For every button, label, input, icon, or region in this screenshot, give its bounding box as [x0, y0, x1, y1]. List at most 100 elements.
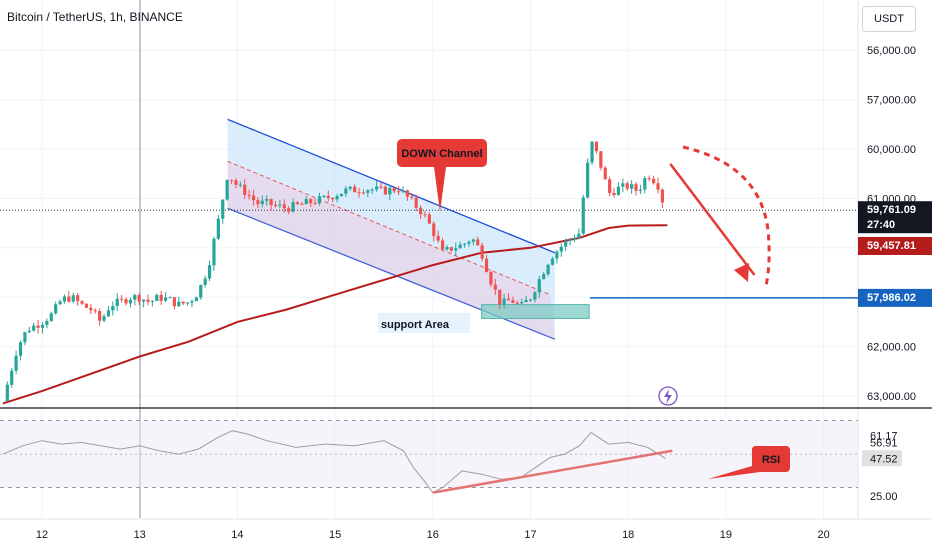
candle-body	[278, 204, 282, 206]
rsi-value-tag-bg	[862, 450, 902, 467]
candle-body	[568, 239, 572, 241]
rsi-axis-label: 56.91	[870, 438, 898, 450]
candle-body	[331, 198, 335, 200]
candle-body	[542, 274, 546, 280]
moving-average-line	[2, 224, 668, 405]
down-channel-callout[interactable]	[397, 139, 487, 212]
rsi-band	[0, 420, 858, 488]
candle-body	[203, 278, 207, 285]
candle-body	[199, 284, 203, 298]
countdown-label: 27:40	[867, 219, 895, 231]
candle-body	[304, 199, 308, 205]
candle-body	[269, 198, 273, 205]
candle-body	[265, 198, 269, 201]
down-channel-label: DOWN Channel	[401, 148, 482, 160]
candle-body	[168, 297, 172, 299]
candle-body	[577, 233, 581, 239]
candle-body	[454, 248, 458, 251]
candle-body	[634, 184, 638, 191]
candle-body	[630, 184, 634, 189]
candle-body	[326, 195, 330, 199]
candle-body	[282, 204, 286, 209]
candle-body	[427, 214, 431, 224]
candles	[5, 141, 664, 402]
candle-body	[353, 186, 357, 193]
candle-body	[146, 299, 150, 302]
candle-body	[133, 295, 137, 300]
candle-body	[572, 238, 577, 240]
candle-body	[603, 167, 607, 180]
candle-body	[652, 178, 656, 184]
support-area-label: support Area	[381, 319, 450, 331]
candle-body	[401, 190, 405, 192]
candle-body	[251, 195, 256, 201]
candle-body	[177, 301, 181, 307]
candle-body	[287, 208, 291, 212]
candle-body	[23, 332, 27, 343]
candle-body	[498, 289, 502, 305]
time-tick-label: 17	[524, 529, 536, 541]
candle-body	[76, 295, 80, 302]
candle-body	[32, 325, 36, 331]
candle-body	[383, 186, 388, 195]
candle-body	[221, 199, 225, 219]
candle-body	[506, 298, 511, 301]
candle-body	[599, 151, 603, 168]
candle-body	[295, 202, 300, 204]
candle-body	[476, 239, 480, 246]
candle-body	[172, 297, 176, 307]
rsi-trendline[interactable]	[432, 449, 673, 494]
candle-body	[555, 251, 559, 259]
candle-body	[511, 300, 515, 303]
candle-body	[273, 204, 278, 206]
candle-body	[344, 188, 348, 194]
candle-body	[357, 192, 361, 194]
candle-body	[159, 294, 163, 301]
time-tick-label: 16	[427, 529, 439, 541]
candle-body	[524, 300, 528, 303]
rsi-line	[2, 430, 666, 494]
rsi-callout[interactable]	[708, 446, 790, 479]
candle-body	[546, 264, 550, 275]
candle-body	[256, 200, 260, 205]
channel-upper-line[interactable]	[227, 118, 556, 254]
candle-body	[93, 310, 97, 312]
candle-body	[234, 180, 238, 185]
support-area-box[interactable]	[481, 304, 590, 319]
candle-body	[207, 265, 212, 279]
candle-body	[423, 214, 427, 216]
candle-body	[515, 302, 519, 304]
currency-button[interactable]: USDT	[862, 6, 916, 32]
candle-body	[339, 193, 344, 197]
candle-body	[370, 189, 374, 191]
candle-body	[537, 279, 541, 293]
candle-body	[616, 186, 621, 196]
candle-body	[418, 207, 423, 215]
price-tick-label: 56,000.00	[867, 45, 916, 57]
candle-body	[586, 162, 590, 198]
candle-body	[625, 183, 629, 189]
candle-body	[375, 186, 379, 190]
candle-body	[550, 258, 555, 265]
candle-body	[471, 239, 475, 242]
candle-body	[484, 258, 489, 272]
candle-body	[185, 302, 190, 304]
candle-body	[440, 240, 445, 250]
candle-body	[45, 320, 49, 325]
candle-body	[322, 195, 326, 197]
candle-body	[647, 178, 651, 180]
candle-body	[520, 302, 524, 304]
candle-body	[247, 194, 251, 196]
candle-body	[89, 307, 93, 311]
candle-body	[212, 238, 216, 266]
time-tick-label: 15	[329, 529, 341, 541]
candle-body	[5, 384, 9, 401]
candle-body	[115, 298, 119, 307]
candle-body	[102, 316, 106, 321]
candle-body	[163, 297, 168, 301]
candle-body	[111, 306, 115, 311]
candle-body	[361, 192, 366, 194]
candle-body	[379, 186, 383, 188]
moving-average-tag: 59,457.81	[867, 240, 916, 252]
